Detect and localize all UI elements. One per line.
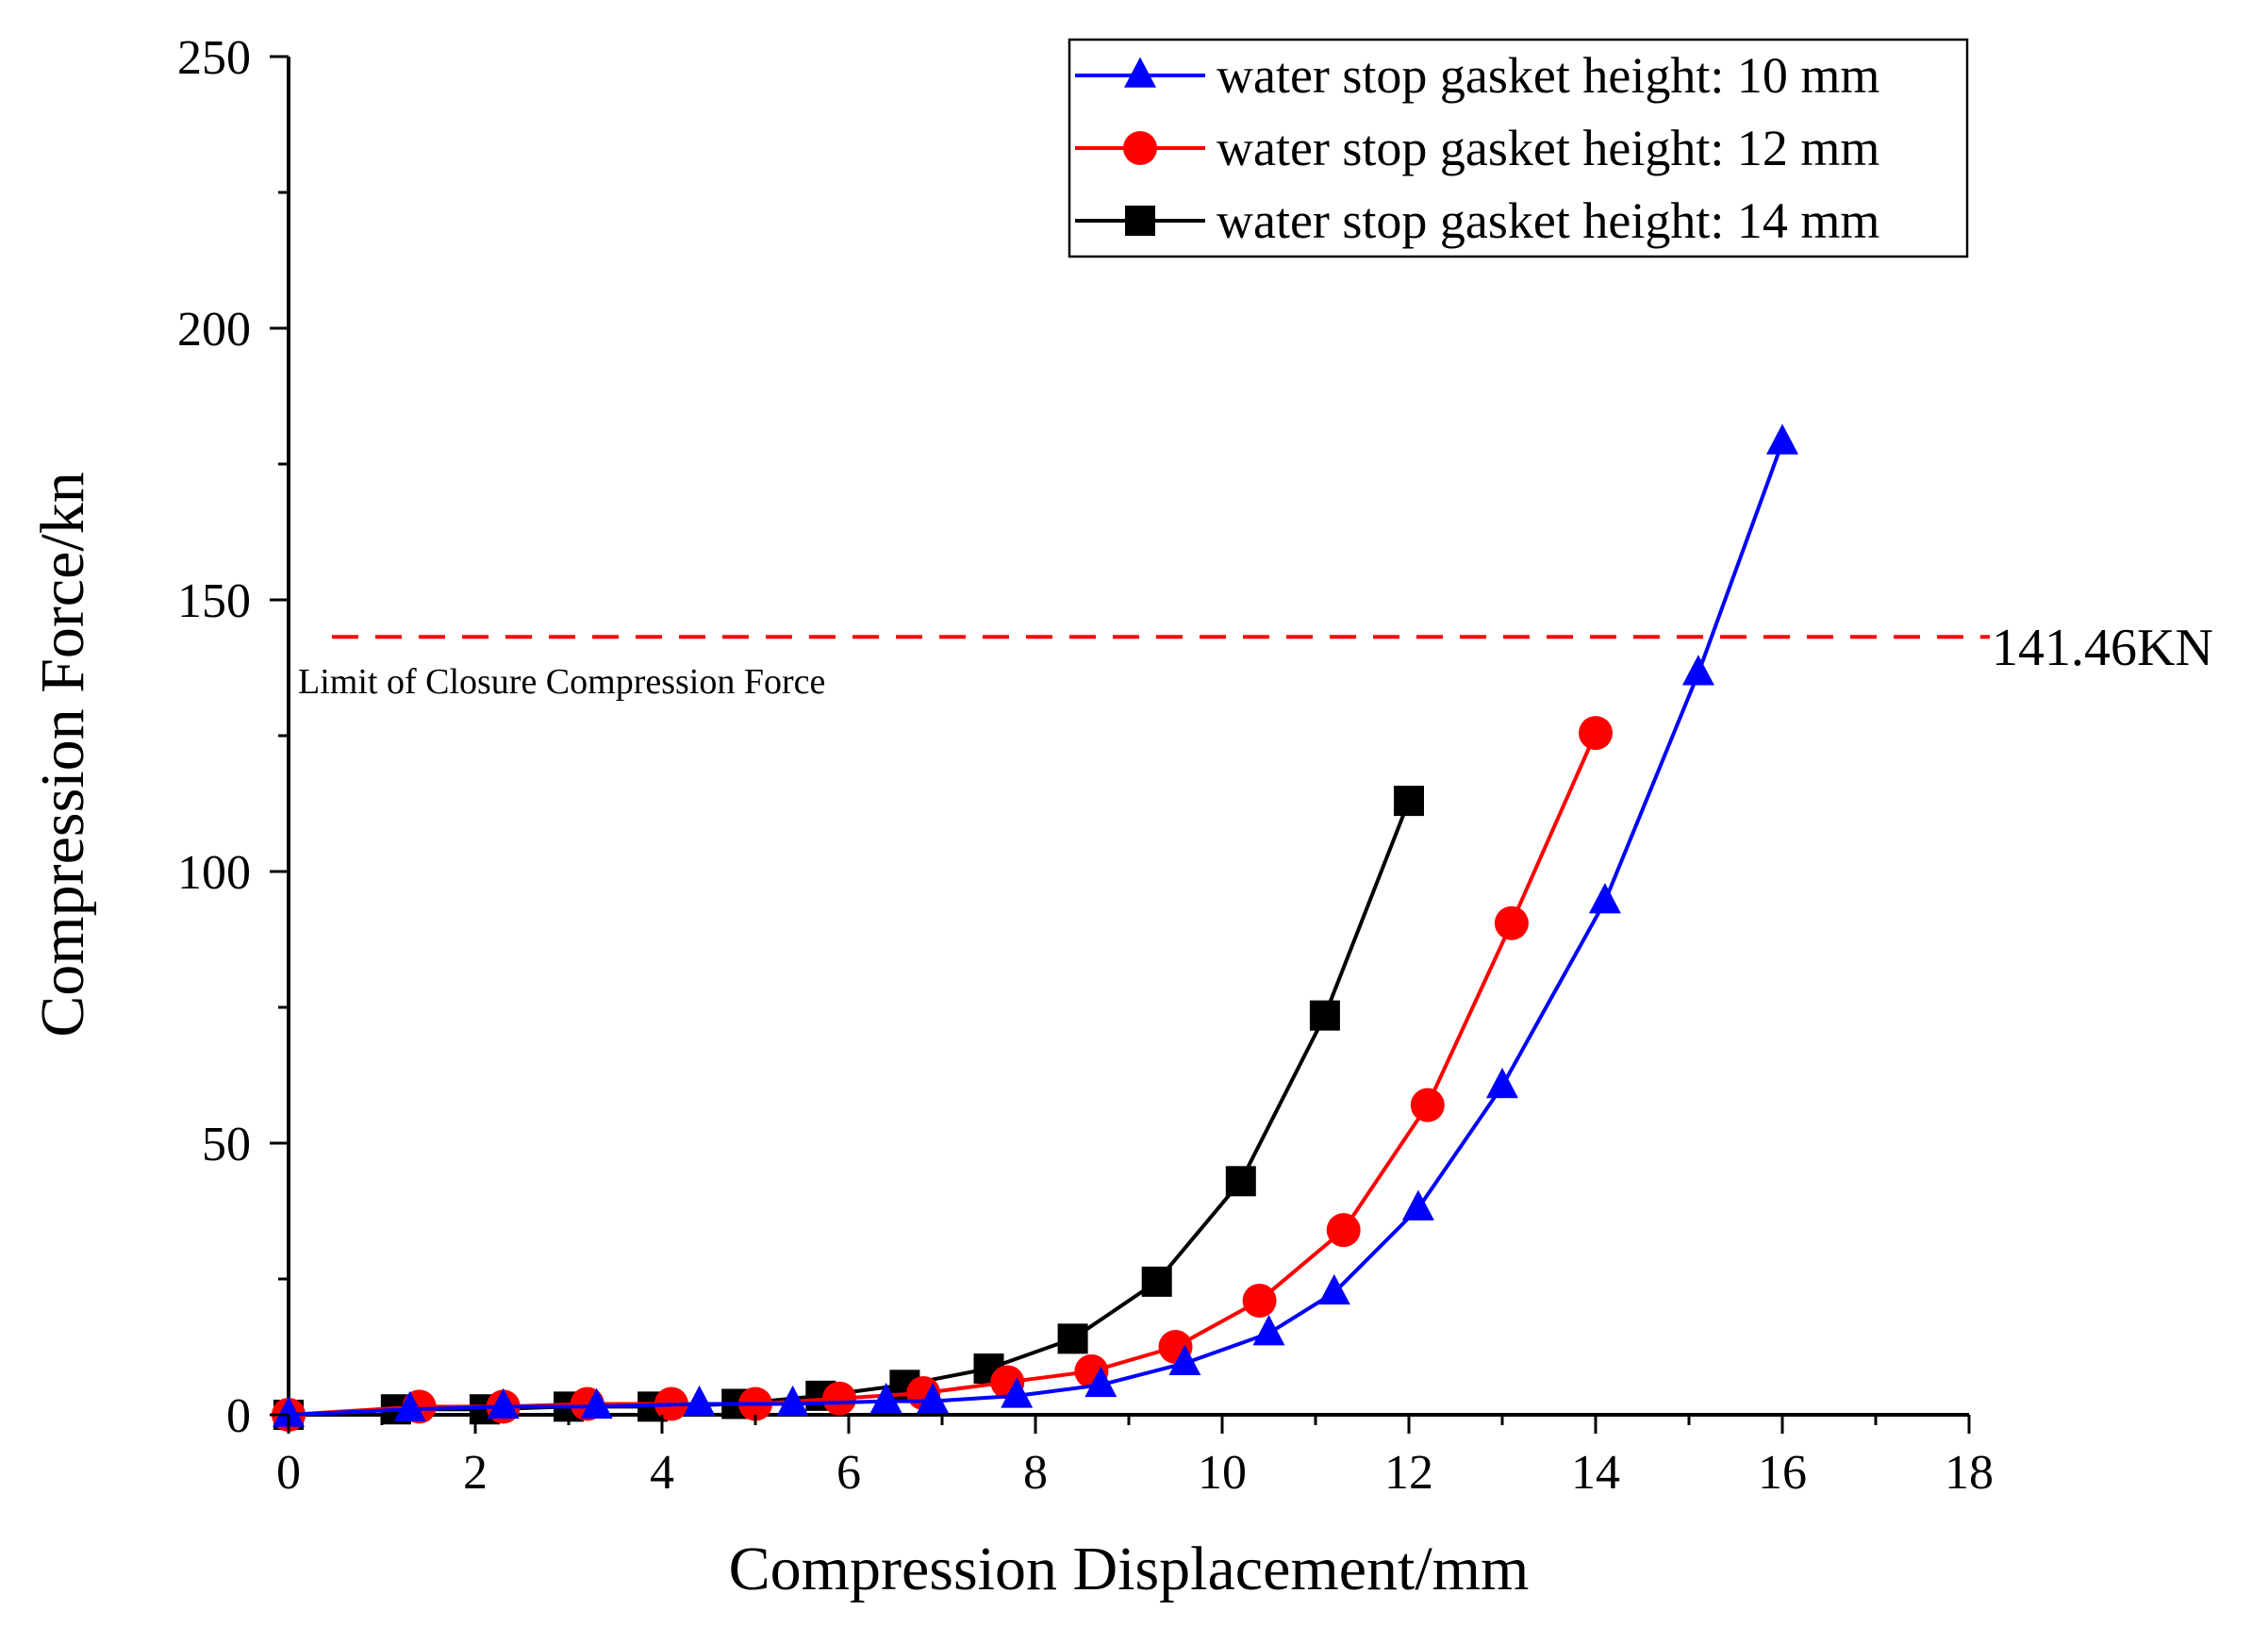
- data-point-circle: [1579, 716, 1613, 751]
- legend-box: [1068, 38, 1969, 258]
- y-tick-label: 150: [177, 574, 251, 628]
- series-line-2: [288, 732, 1598, 1417]
- y-tick-label: 200: [177, 303, 251, 357]
- data-point-circle: [1326, 1213, 1361, 1248]
- series-triangle-group: [273, 423, 1798, 1427]
- limit-reference-value: 141.46KN: [1992, 619, 2213, 677]
- data-point-triangle: [273, 1396, 305, 1427]
- limit-reference-label: Limit of Closure Compression Force: [298, 662, 825, 702]
- series-line-3: [288, 800, 1411, 1417]
- legend-entry: water stop gasket height: 10 mm: [1075, 47, 1879, 104]
- plot-frame: [287, 57, 1969, 1417]
- data-point-circle: [1242, 1284, 1277, 1319]
- legend-label: water stop gasket height: 14 mm: [1217, 192, 1879, 249]
- series-square-group: [273, 786, 1424, 1430]
- data-point-circle: [1410, 1087, 1445, 1122]
- x-tick-label: 14: [1571, 1446, 1620, 1500]
- data-point-triangle: [683, 1385, 716, 1417]
- legend: water stop gasket height: 10 mm water sto…: [1068, 38, 1969, 258]
- x-tick-label: 2: [463, 1446, 488, 1500]
- x-tick-label: 8: [1023, 1446, 1048, 1500]
- x-tick-label: 0: [276, 1446, 301, 1500]
- y-tick-label: 0: [226, 1389, 251, 1443]
- x-axis-title: Compression Displacement/mm: [729, 1535, 1530, 1603]
- legend-marker-square: [1125, 206, 1155, 236]
- data-point-circle: [822, 1381, 857, 1416]
- data-point-triangle: [917, 1383, 950, 1414]
- data-point-triangle: [1681, 655, 1714, 686]
- data-point-triangle: [1317, 1273, 1350, 1305]
- data-point-triangle: [1084, 1366, 1117, 1398]
- data-point-triangle: [393, 1390, 426, 1421]
- data-point-square: [1225, 1166, 1256, 1197]
- data-point-triangle: [1486, 1067, 1518, 1099]
- data-point-triangle: [1001, 1377, 1034, 1408]
- legend-label: water stop gasket height: 12 mm: [1217, 120, 1879, 176]
- x-tick-label: 12: [1384, 1446, 1433, 1500]
- y-axis-title: Compression Force/kn: [28, 472, 97, 1037]
- data-point-triangle: [1168, 1344, 1201, 1376]
- legend-marker-circle: [1123, 131, 1157, 165]
- series-circle-group: [272, 716, 1613, 1432]
- data-point-triangle: [1766, 423, 1798, 455]
- series-group: [272, 423, 1798, 1432]
- series-line-1: [288, 441, 1784, 1417]
- data-point-triangle: [1401, 1189, 1434, 1220]
- y-tick-label: 250: [177, 31, 251, 85]
- y-tick-label: 100: [177, 846, 251, 900]
- legend-entry: water stop gasket height: 12 mm: [1075, 120, 1879, 176]
- data-point-triangle: [869, 1383, 902, 1414]
- x-tick-label: 18: [1945, 1446, 1994, 1500]
- legend-label: water stop gasket height: 10 mm: [1217, 47, 1879, 104]
- x-tick-label: 4: [650, 1446, 674, 1500]
- data-point-square: [1141, 1266, 1172, 1297]
- x-tick-label: 6: [836, 1446, 861, 1500]
- data-point-square: [1057, 1323, 1088, 1354]
- legend-marker-triangle: [1124, 57, 1156, 88]
- y-tick-label: 50: [202, 1118, 251, 1171]
- data-point-square: [1309, 1000, 1340, 1031]
- reference-line-group: Limit of Closure Compression Force 141.4…: [298, 619, 2213, 702]
- axes-group: 0 2 4 6 8 10 12 14 16 18 0 50 100 150 200 250: [177, 31, 1994, 1500]
- data-point-triangle: [1252, 1315, 1285, 1346]
- legend-entry: water stop gasket height: 14 mm: [1075, 192, 1879, 249]
- data-point-circle: [1494, 905, 1529, 940]
- data-point-triangle: [776, 1385, 809, 1417]
- x-tick-label: 16: [1758, 1446, 1807, 1500]
- data-point-square: [1394, 786, 1424, 817]
- data-point-triangle: [580, 1387, 613, 1419]
- data-point-triangle: [487, 1387, 520, 1419]
- data-point-triangle: [1588, 883, 1621, 914]
- x-tick-label: 10: [1198, 1446, 1247, 1500]
